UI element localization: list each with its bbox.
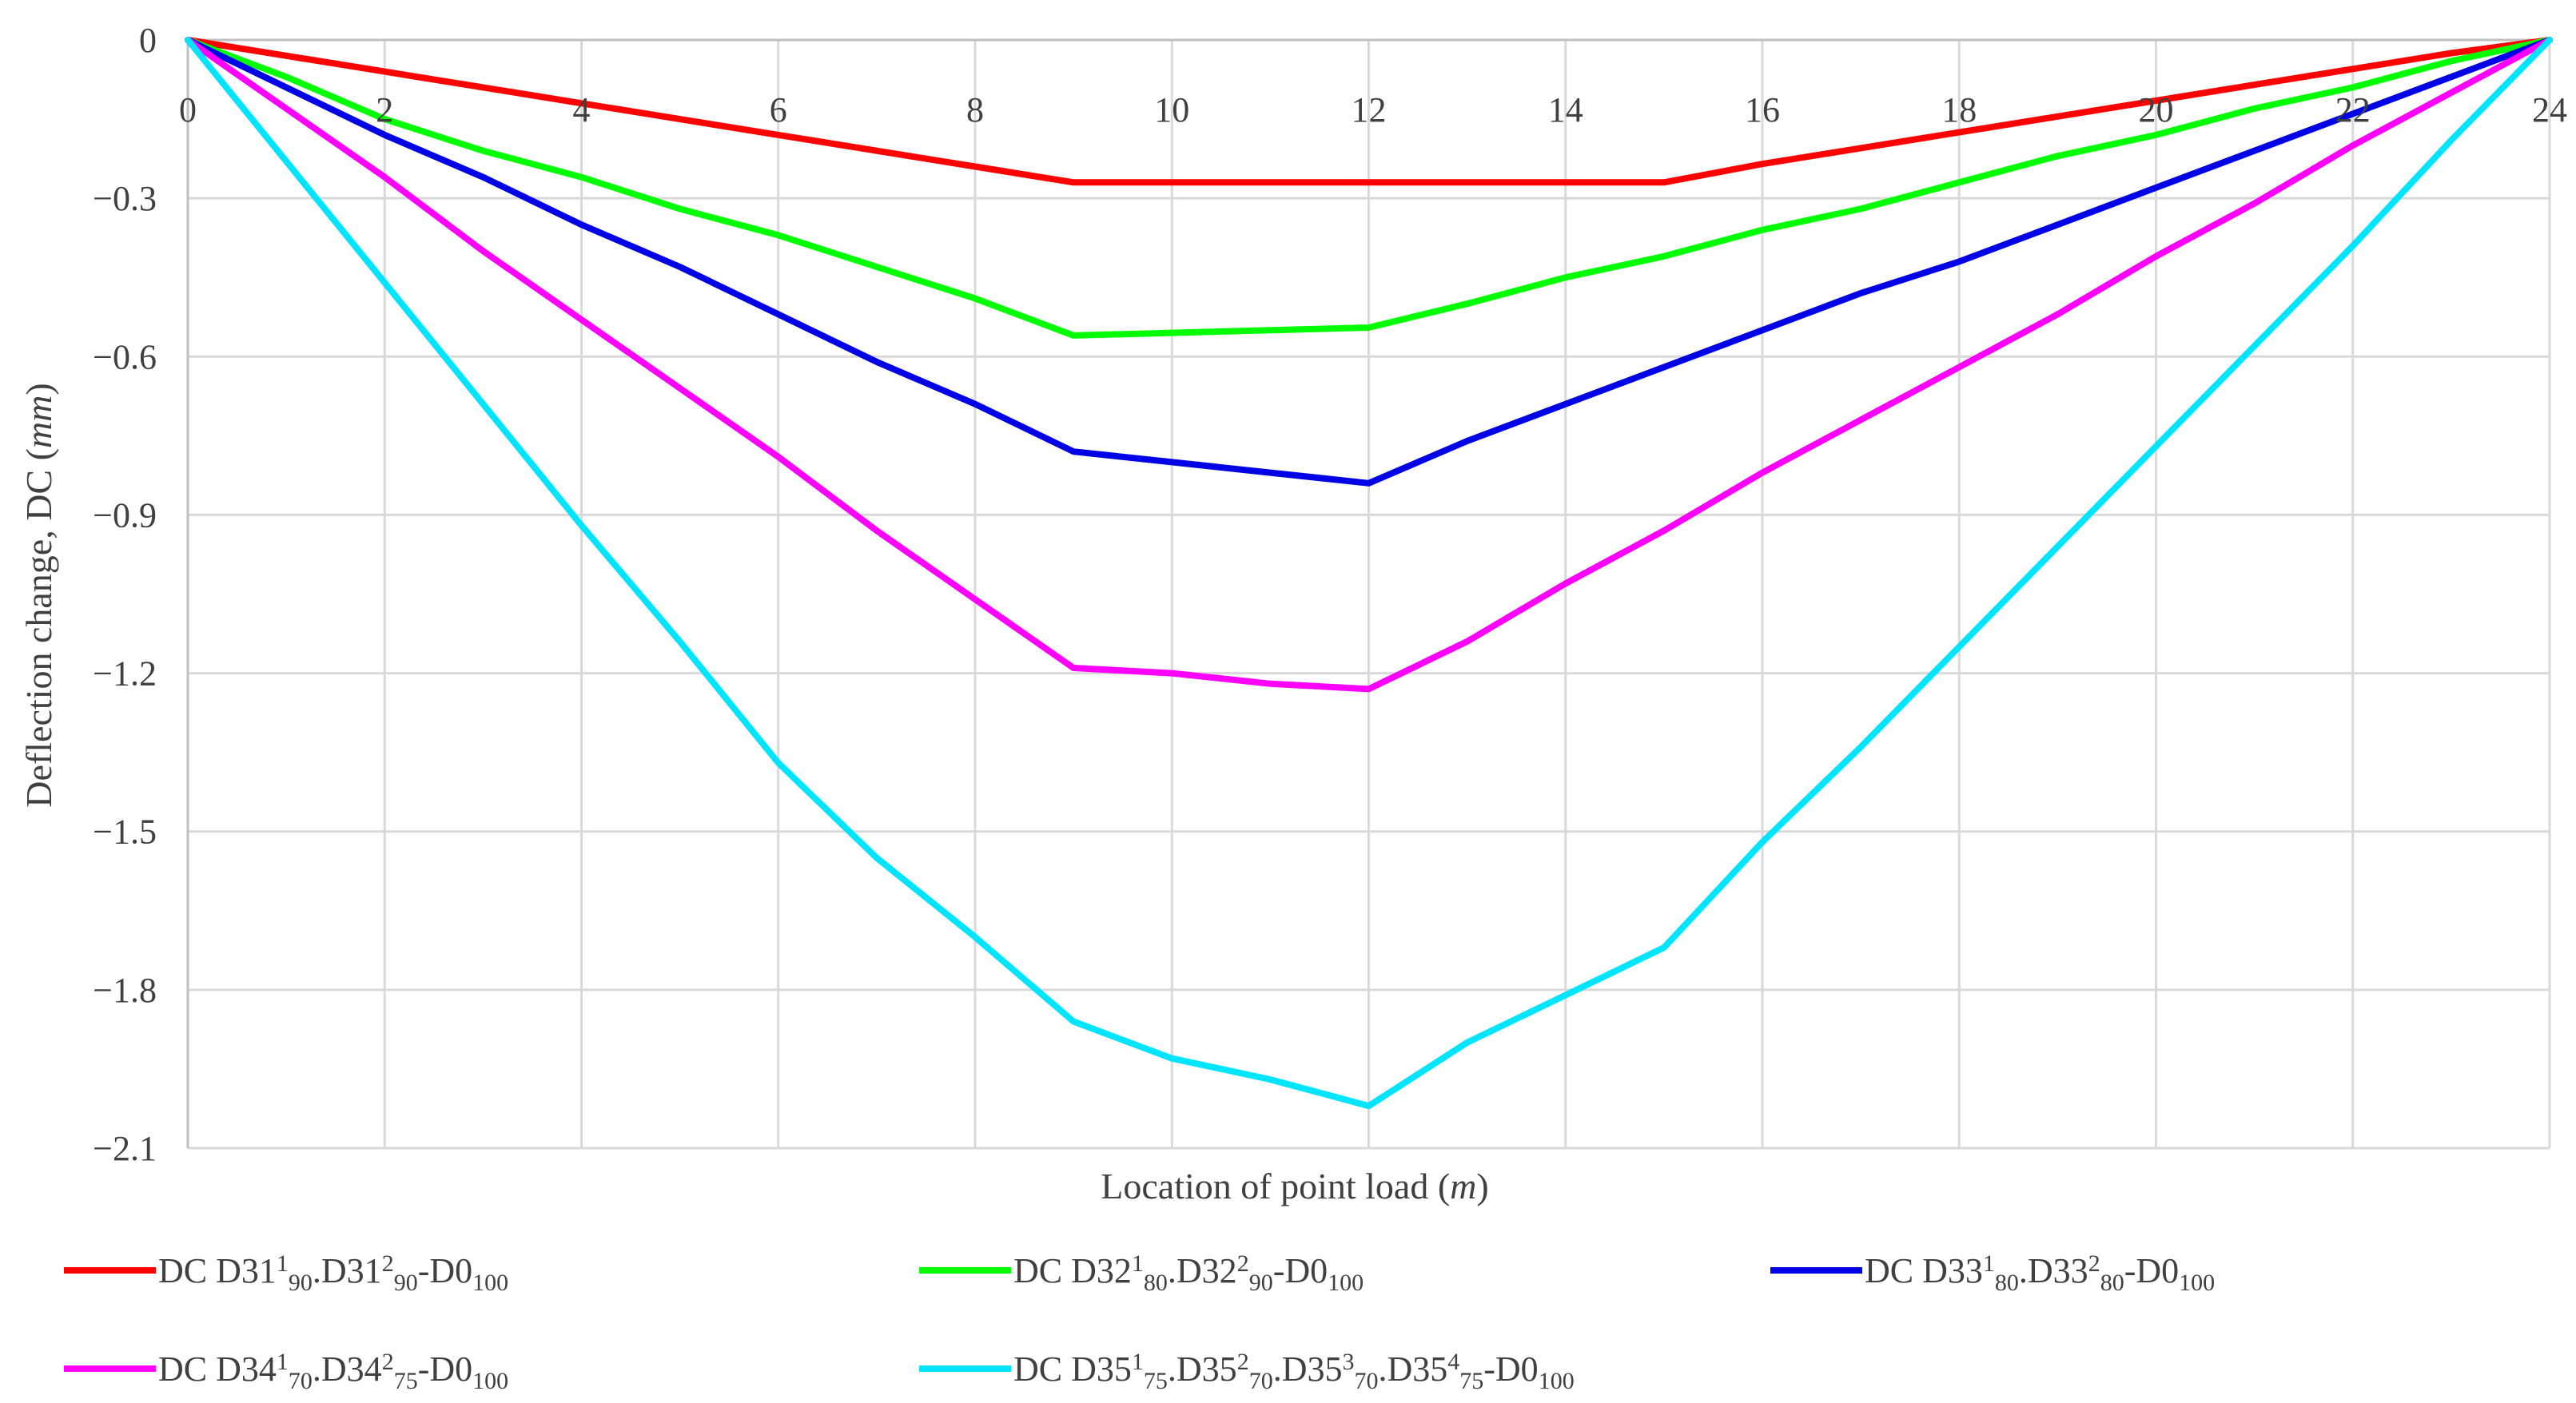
series-line-1 [185, 37, 2553, 186]
y-tick-label: −1.5 [93, 813, 157, 852]
legend-label-3: DC D33180.D33280-D0100 [1865, 1250, 2215, 1296]
x-tick-label: 0 [179, 90, 197, 129]
y-tick-label: −2.1 [93, 1129, 157, 1168]
x-tick-label: 24 [2532, 90, 2567, 129]
x-tick-label: 20 [2139, 90, 2174, 129]
x-tick-label: 18 [1941, 90, 1977, 129]
y-tick-label: −0.9 [93, 495, 157, 535]
series-line-4 [185, 37, 2553, 693]
legend-label-4: DC D34170.D34275-D0100 [158, 1349, 508, 1394]
legend-label-2: DC D32180.D32290-D0100 [1013, 1250, 1364, 1296]
series-line-2 [185, 37, 2553, 339]
legend-label-5: DC D35175.D35270.D35370.D35475-D0100 [1013, 1349, 1575, 1394]
y-tick-label: −0.3 [93, 179, 157, 218]
x-tick-label: 16 [1745, 90, 1780, 129]
x-tick-label: 8 [966, 90, 984, 129]
x-tick-label: 22 [2335, 90, 2371, 129]
y-tick-label: −1.8 [93, 971, 157, 1010]
series-line-5 [185, 37, 2553, 1110]
series-lines [185, 37, 2553, 1110]
x-axis-ticks: 0 2 4 6 8 10 12 14 16 18 20 22 24 [179, 90, 2567, 129]
legend: DC D31190.D31290-D0100 DC D32180.D32290-D… [64, 1250, 2215, 1394]
y-tick-label: −1.2 [93, 654, 157, 694]
x-axis-title: Location of point load (m) [1101, 1166, 1488, 1206]
y-axis-title: Deflection change, DC (mm) [18, 383, 59, 807]
y-tick-label: 0 [139, 21, 157, 60]
grid-lines [186, 38, 2551, 1150]
x-tick-label: 2 [376, 90, 393, 129]
x-tick-label: 4 [573, 90, 591, 129]
y-tick-label: −0.6 [93, 337, 157, 376]
y-axis-ticks: 0 −0.3 −0.6 −0.9 −1.2 −1.5 −1.8 −2.1 [93, 21, 157, 1168]
x-tick-label: 10 [1154, 90, 1189, 129]
x-tick-label: 12 [1352, 90, 1387, 129]
series-line-3 [185, 37, 2553, 487]
legend-label-1: DC D31190.D31290-D0100 [158, 1250, 508, 1296]
x-tick-label: 14 [1548, 90, 1583, 129]
x-tick-label: 6 [770, 90, 787, 129]
